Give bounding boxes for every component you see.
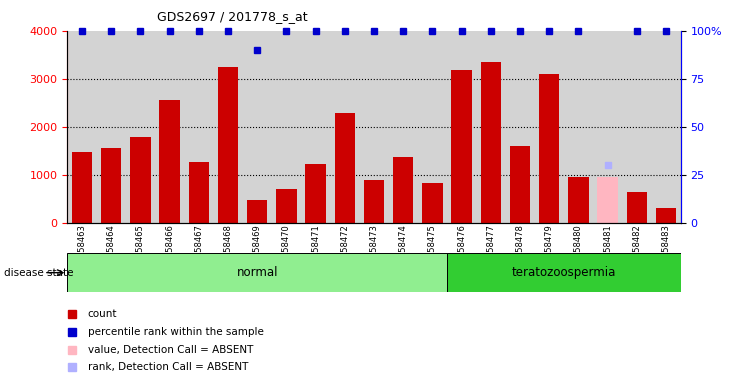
Bar (218, 67, 238, 223)
Bar (334, 113, 355, 223)
Bar (568, 177, 589, 223)
Text: value, Detection Call = ABSENT: value, Detection Call = ABSENT (88, 344, 253, 354)
Bar (481, 62, 501, 223)
Bar (510, 146, 530, 223)
Bar (101, 148, 121, 223)
Bar (276, 189, 297, 223)
Bar (422, 184, 443, 223)
Text: teratozoospermia: teratozoospermia (512, 266, 616, 279)
Bar (451, 70, 472, 223)
Text: disease state: disease state (4, 268, 73, 278)
Bar (188, 162, 209, 223)
Bar (67, 253, 447, 292)
Bar (627, 192, 647, 223)
Text: percentile rank within the sample: percentile rank within the sample (88, 327, 263, 337)
Text: rank, Detection Call = ABSENT: rank, Detection Call = ABSENT (88, 362, 248, 372)
Text: GDS2697 / 201778_s_at: GDS2697 / 201778_s_at (157, 10, 307, 23)
Bar (598, 177, 618, 223)
Bar (447, 253, 681, 292)
Bar (539, 74, 560, 223)
Bar (656, 208, 676, 223)
Bar (305, 164, 326, 223)
Bar (393, 157, 414, 223)
Bar (247, 200, 267, 223)
Bar (130, 137, 150, 223)
Bar (72, 152, 92, 223)
Text: normal: normal (236, 266, 278, 279)
Bar (159, 100, 180, 223)
Text: count: count (88, 309, 117, 319)
Bar (364, 180, 384, 223)
